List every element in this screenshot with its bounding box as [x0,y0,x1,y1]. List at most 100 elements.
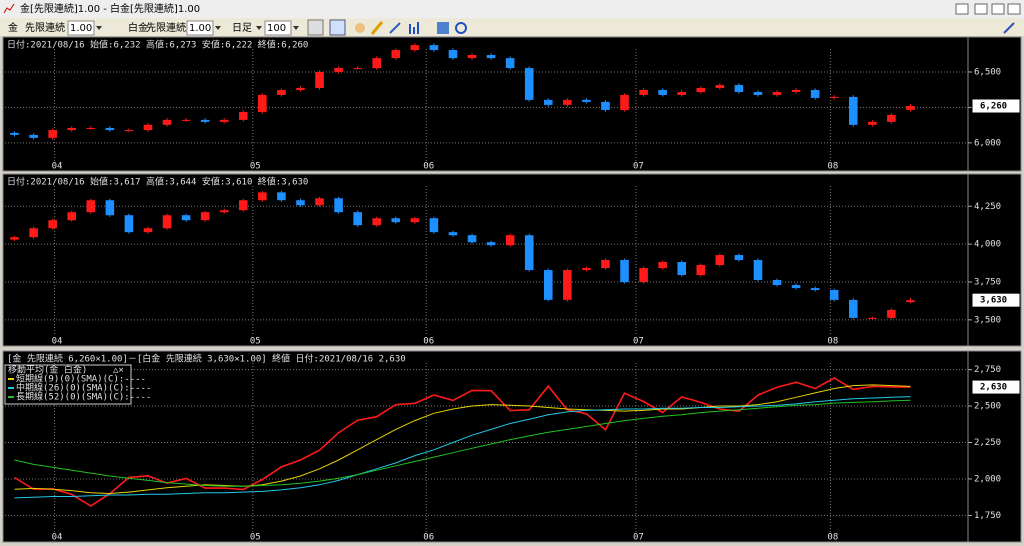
candle-body [829,290,839,300]
y-tick-label: 2,250 [974,438,1001,448]
x-tick-label: 08 [827,533,838,543]
last-price-label: 6,260 [980,102,1007,112]
candle-body [353,68,362,70]
candle-body [810,288,820,291]
candle-body [200,119,210,122]
candle-body [410,218,420,223]
period-dropdown[interactable] [256,26,262,30]
candle-body [353,212,362,226]
candle-body [486,55,496,59]
candle-body [181,215,191,221]
last-price-label: 2,630 [980,383,1007,393]
candle-body [563,99,572,105]
multiplier1-input[interactable] [67,20,95,36]
candle-body [372,218,382,226]
candle-body [334,68,343,72]
settings-tool[interactable] [437,22,449,34]
x-tick-label: 07 [633,533,644,543]
candle-body [277,89,286,95]
period-label: 日足 [232,22,252,34]
candle-body [639,89,648,95]
x-tick-label: 07 [633,337,644,347]
candle-body [429,45,439,51]
candle-body [467,235,477,243]
legend-controls[interactable]: △× [113,366,124,376]
line-tool[interactable] [389,22,401,34]
chart-panel [2,36,1022,172]
candle-body [620,260,629,282]
x-tick-label: 07 [633,162,644,172]
candle-body [105,200,115,216]
candle-body [391,50,401,59]
candle-body [791,285,801,289]
candle-body [848,299,858,318]
count-input[interactable] [264,20,292,36]
candle-body [505,235,515,246]
close-button[interactable] [1007,3,1021,15]
candle-body [258,94,267,112]
spinner[interactable] [293,26,299,30]
legend-entry: 長期線(52)(0)(SMA)(C):---- [16,391,151,403]
candle-body [906,106,915,110]
candle-body [868,121,877,125]
candle-body [734,255,744,261]
x-tick-label: 08 [827,337,838,347]
x-tick-label: 06 [423,162,434,172]
candle-body [296,88,305,90]
candle-body [620,94,629,110]
candle-body [143,124,153,131]
chart-panel [2,350,1022,543]
candle-body [639,268,648,282]
spinner[interactable] [96,26,102,30]
multiplier2-input[interactable] [186,20,214,36]
hand-tool[interactable] [355,23,365,33]
candle-body [105,127,115,131]
property-tool[interactable] [1003,22,1015,34]
candle-body [296,200,305,206]
candle-body [143,228,153,233]
toolbar [0,18,1024,36]
y-tick-label: 2,500 [974,402,1001,412]
candle-body [696,265,706,276]
refresh-tool[interactable] [455,22,467,34]
candle-body [582,268,591,271]
pen-tool[interactable] [370,21,384,35]
last-price-box [971,292,1021,308]
title-bar [0,0,1024,18]
candle-body [181,119,191,121]
candle-body [238,200,248,211]
candle-body [334,198,343,213]
series-line [14,384,911,495]
candle-body [810,89,820,98]
y-tick-label: 3,500 [974,315,1001,325]
series-line [14,396,911,499]
tool-button[interactable] [329,19,346,36]
app-icon [3,3,15,14]
last-price-box [971,98,1021,114]
y-tick-label: 6,500 [974,68,1001,78]
x-tick-label: 06 [423,533,434,543]
restore-button[interactable] [955,3,969,15]
candle-body [772,280,782,286]
count-value: 100 [267,23,286,34]
candle-body [429,218,439,233]
panel-header: [金 先限連続 6,260×1.00]－[白金 先限連続 3,630×1.00]… [7,353,406,365]
spinner[interactable] [215,26,221,30]
legend-entry: 短期線(9)(0)(SMA)(C):---- [16,373,146,385]
tool-button[interactable] [307,19,324,36]
y-tick-label: 6,000 [974,138,1001,148]
y-tick-label: 1,750 [974,511,1001,521]
candle-body [563,270,572,300]
maximize-button[interactable] [991,3,1005,15]
minimize-button[interactable] [974,3,988,15]
candle-body [67,127,77,131]
candle-body [200,212,210,221]
legend-title: 移動平均(金 白金) [8,364,87,376]
candle-body [448,232,458,236]
indicator-tool[interactable] [409,22,419,34]
contract2-label: 先限連続 [146,21,186,34]
legend-box [4,364,132,405]
candle-body [219,119,229,122]
candle-body [48,220,57,229]
window-title: 金[先限連続]1.00 - 白金[先限連続]1.00 [20,2,200,15]
